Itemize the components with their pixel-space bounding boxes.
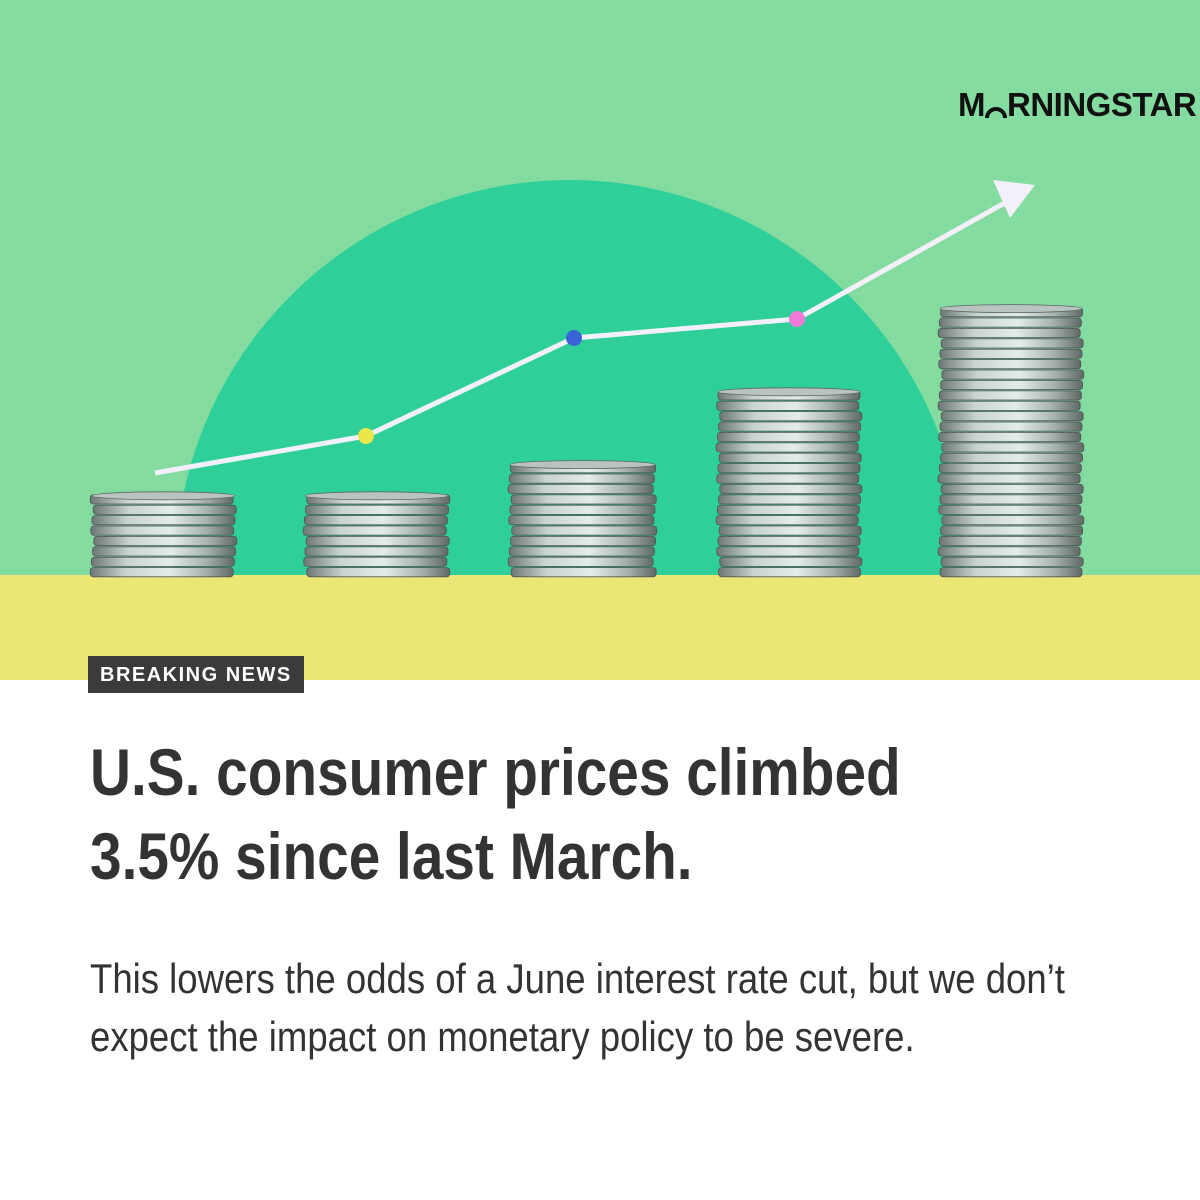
coin [90, 525, 235, 536]
coin-stack [715, 387, 863, 578]
coin [305, 536, 450, 547]
coin [303, 515, 448, 526]
coin [939, 536, 1082, 547]
coin [940, 525, 1083, 536]
coin [941, 515, 1085, 526]
coin [940, 452, 1083, 463]
coin [719, 411, 863, 422]
morningstar-logo: M RNINGSTAR [958, 86, 1197, 123]
coin [715, 442, 859, 453]
coin [939, 390, 1082, 401]
coin [93, 536, 238, 547]
coin-stack-top [91, 491, 236, 501]
coin [718, 567, 861, 578]
trend-point-blue [566, 330, 582, 346]
coin [940, 483, 1084, 494]
coin [939, 421, 1083, 432]
coin [716, 546, 860, 557]
coin-stack [302, 491, 451, 578]
coin [718, 421, 861, 432]
coin [941, 369, 1085, 380]
coin [940, 556, 1084, 567]
coin [510, 567, 657, 578]
coin [510, 536, 657, 547]
hero-illustration [0, 0, 1200, 680]
trend-arrowhead-icon [993, 180, 1035, 218]
coin [91, 515, 236, 526]
coin [940, 338, 1084, 349]
coin [938, 359, 1082, 370]
breaking-news-badge: BREAKING NEWS [88, 656, 304, 693]
coin [937, 400, 1081, 411]
coin [719, 483, 863, 494]
headline: U.S. consumer prices climbed 3.5% since … [90, 735, 901, 893]
trend-point-pink [789, 311, 805, 327]
coin [507, 483, 654, 494]
coin [937, 473, 1081, 484]
coin [940, 379, 1083, 390]
coin [939, 348, 1083, 359]
coin [302, 525, 447, 536]
coin [508, 546, 655, 557]
coin-stack-top [717, 387, 861, 397]
coin-stacks-chart-illustration [0, 0, 1200, 680]
coin [718, 494, 861, 505]
coin [719, 556, 863, 567]
coin [717, 463, 861, 474]
coin [718, 525, 862, 536]
coin [938, 504, 1082, 515]
coin-stack-top [509, 460, 656, 470]
coin-stacks [89, 304, 1085, 578]
logo-prefix: M [958, 86, 986, 123]
coin-stack [937, 304, 1085, 578]
coin [939, 567, 1083, 578]
coin [937, 546, 1081, 557]
coin [716, 473, 860, 484]
coin [509, 504, 656, 515]
coin [508, 473, 655, 484]
coin [510, 494, 657, 505]
coin [305, 504, 450, 515]
coin-stack-top [939, 304, 1083, 314]
coin [940, 411, 1084, 422]
coin [937, 327, 1081, 338]
coin [938, 431, 1082, 442]
coin [939, 494, 1083, 505]
coin [304, 546, 449, 557]
coin [92, 504, 237, 515]
coin [89, 567, 234, 578]
morningstar-o-mark-icon [985, 107, 1007, 119]
coin [717, 504, 860, 515]
coin [507, 556, 654, 567]
trend-point-yellow [358, 428, 374, 444]
coin-stack [507, 460, 658, 578]
coin [939, 317, 1082, 328]
coin [717, 431, 860, 442]
coin [306, 567, 451, 578]
coin [718, 452, 862, 463]
coin [508, 515, 655, 526]
coin [716, 400, 860, 411]
coin-stack-top [304, 491, 449, 501]
coin [92, 546, 236, 557]
coin [715, 515, 859, 526]
coin [717, 536, 861, 547]
coin [91, 556, 235, 567]
coin-stack [89, 491, 238, 578]
coin [941, 442, 1085, 453]
coin [511, 525, 658, 536]
summary-text: This lowers the odds of a June interest … [90, 955, 1065, 1060]
logo-suffix: RNINGSTAR [1007, 86, 1197, 123]
coin [303, 556, 448, 567]
coin [939, 463, 1082, 474]
